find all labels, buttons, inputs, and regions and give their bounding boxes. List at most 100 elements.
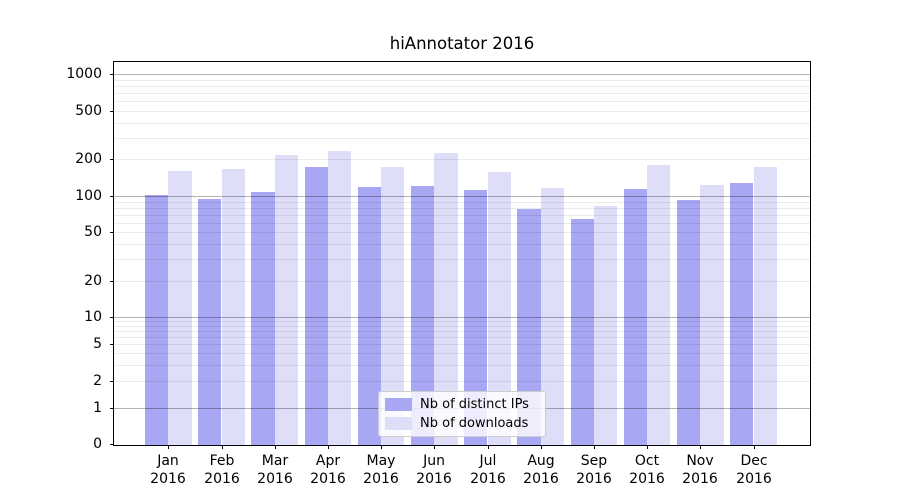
minor-gridline bbox=[114, 86, 810, 87]
minor-gridline bbox=[114, 326, 810, 327]
minor-gridline bbox=[114, 353, 810, 354]
x-tick-label: Jan 2016 bbox=[150, 453, 186, 487]
bar-mar-ips bbox=[251, 191, 275, 445]
bar-sep-downloads bbox=[593, 205, 618, 445]
minor-gridline bbox=[114, 321, 810, 322]
bar-may-downloads bbox=[381, 166, 405, 445]
x-tick-mark bbox=[275, 445, 276, 449]
minor-gridline bbox=[114, 138, 810, 139]
plot-area: Nb of distinct IPs Nb of downloads bbox=[113, 61, 811, 446]
minor-gridline bbox=[114, 80, 810, 81]
major-gridline bbox=[114, 196, 810, 197]
y-tick-mark bbox=[110, 317, 114, 318]
x-tick-mark bbox=[700, 445, 701, 449]
bar-jun-ips bbox=[410, 185, 435, 445]
minor-gridline bbox=[114, 208, 810, 209]
x-tick-label: Dec 2016 bbox=[736, 453, 772, 487]
legend-label-distinct-ips: Nb of distinct IPs bbox=[420, 396, 529, 412]
major-gridline bbox=[114, 74, 810, 75]
bar-aug-downloads bbox=[540, 188, 565, 445]
bar-apr-ips bbox=[304, 167, 328, 445]
minor-gridline bbox=[114, 223, 810, 224]
legend-swatch-downloads bbox=[385, 417, 412, 430]
y-tick-label: 10 bbox=[84, 309, 102, 325]
minor-gridline bbox=[114, 215, 810, 216]
bar-feb-ips bbox=[198, 199, 222, 445]
x-tick-label: Apr 2016 bbox=[310, 453, 346, 487]
chart-title: hiAnnotator 2016 bbox=[389, 34, 535, 53]
major-gridline bbox=[114, 317, 810, 318]
x-tick-mark bbox=[434, 445, 435, 449]
y-tick-label: 1 bbox=[93, 400, 102, 416]
minor-gridline bbox=[114, 202, 810, 203]
minor-gridline bbox=[114, 111, 810, 112]
y-tick-label: 1000 bbox=[66, 66, 102, 82]
x-tick-mark bbox=[328, 445, 329, 449]
bar-jul-downloads bbox=[487, 171, 511, 445]
y-tick-label: 2 bbox=[93, 373, 102, 389]
y-tick-label: 0 bbox=[93, 436, 102, 452]
y-tick-label: 50 bbox=[84, 224, 102, 240]
x-tick-label: Sep 2016 bbox=[576, 453, 612, 487]
bar-jan-downloads bbox=[168, 171, 192, 445]
bar-jun-downloads bbox=[434, 153, 458, 445]
y-tick-mark bbox=[110, 444, 114, 445]
y-tick-mark bbox=[110, 111, 114, 112]
y-tick-mark bbox=[110, 281, 114, 282]
minor-gridline bbox=[114, 344, 810, 345]
y-tick-label: 20 bbox=[84, 273, 102, 289]
x-tick-label: Feb 2016 bbox=[204, 453, 240, 487]
minor-gridline bbox=[114, 365, 810, 366]
y-tick-label: 200 bbox=[75, 151, 102, 167]
bar-apr-downloads bbox=[327, 150, 352, 445]
y-tick-label: 500 bbox=[75, 103, 102, 119]
x-tick-mark bbox=[541, 445, 542, 449]
bar-jul-ips bbox=[464, 189, 488, 445]
minor-gridline bbox=[114, 101, 810, 102]
y-tick-mark bbox=[110, 232, 114, 233]
x-tick-mark bbox=[381, 445, 382, 449]
minor-gridline bbox=[114, 381, 810, 382]
x-tick-label: Aug 2016 bbox=[523, 453, 559, 487]
bar-nov-downloads bbox=[700, 185, 724, 445]
legend-item-distinct-ips: Nb of distinct IPs bbox=[385, 397, 539, 413]
legend: Nb of distinct IPs Nb of downloads bbox=[378, 391, 546, 437]
bar-nov-ips bbox=[676, 199, 701, 445]
minor-gridline bbox=[114, 244, 810, 245]
bar-feb-downloads bbox=[221, 169, 245, 445]
bar-may-ips bbox=[357, 186, 382, 445]
bar-oct-ips bbox=[623, 188, 648, 445]
minor-gridline bbox=[114, 337, 810, 338]
x-tick-label: Jul 2016 bbox=[470, 453, 506, 487]
legend-item-downloads: Nb of downloads bbox=[385, 416, 539, 432]
minor-gridline bbox=[114, 159, 810, 160]
minor-gridline bbox=[114, 331, 810, 332]
minor-gridline bbox=[114, 93, 810, 94]
x-tick-label: May 2016 bbox=[363, 453, 399, 487]
x-tick-mark bbox=[754, 445, 755, 449]
x-tick-label: Nov 2016 bbox=[682, 453, 718, 487]
x-tick-label: Mar 2016 bbox=[257, 453, 293, 487]
x-tick-mark bbox=[168, 445, 169, 449]
y-tick-mark bbox=[110, 381, 114, 382]
x-tick-label: Jun 2016 bbox=[416, 453, 452, 487]
minor-gridline bbox=[114, 281, 810, 282]
x-tick-mark bbox=[647, 445, 648, 449]
x-tick-mark bbox=[488, 445, 489, 449]
x-tick-mark bbox=[222, 445, 223, 449]
bar-dec-downloads bbox=[753, 166, 777, 445]
y-tick-mark bbox=[110, 74, 114, 75]
y-tick-mark bbox=[110, 408, 114, 409]
bar-oct-downloads bbox=[647, 164, 671, 445]
y-tick-mark bbox=[110, 344, 114, 345]
bar-sep-ips bbox=[570, 218, 594, 445]
minor-gridline bbox=[114, 259, 810, 260]
legend-label-downloads: Nb of downloads bbox=[420, 415, 529, 431]
y-tick-label: 100 bbox=[75, 188, 102, 204]
x-tick-label: Oct 2016 bbox=[629, 453, 665, 487]
minor-gridline bbox=[114, 123, 810, 124]
bar-mar-downloads bbox=[274, 155, 299, 445]
legend-swatch-distinct-ips bbox=[385, 398, 412, 411]
minor-gridline bbox=[114, 232, 810, 233]
